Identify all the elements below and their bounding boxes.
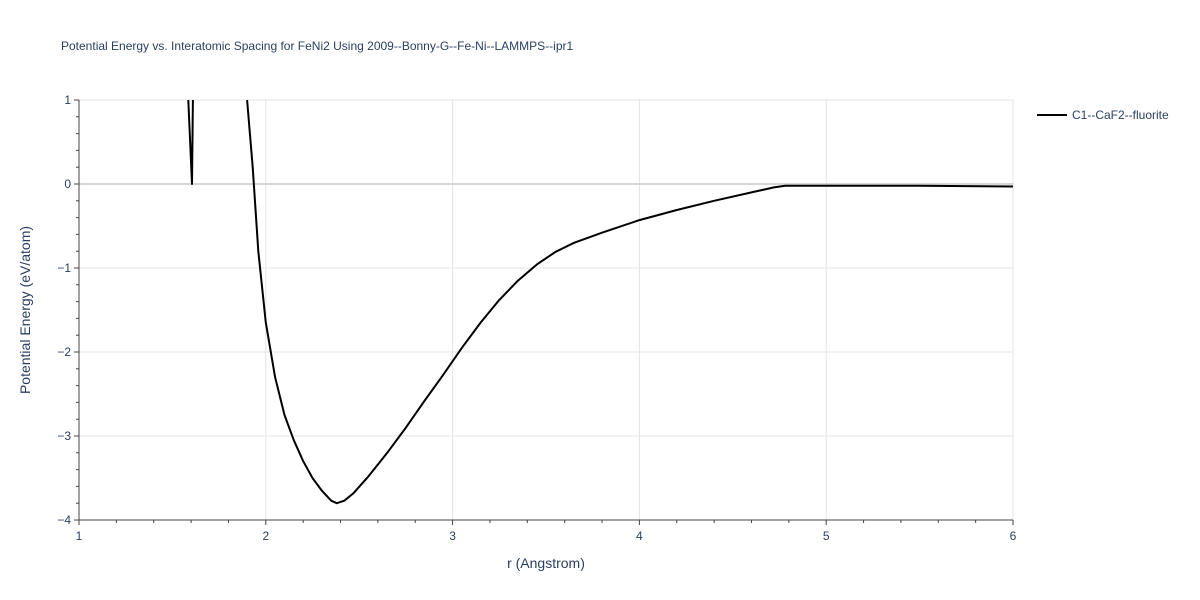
- chart-title: Potential Energy vs. Interatomic Spacing…: [61, 39, 574, 53]
- x-tick-label-4: 5: [823, 529, 830, 543]
- axes: [78, 100, 1013, 521]
- gridlines: [79, 99, 1014, 520]
- y-axis-title: Potential Energy (eV/atom): [17, 226, 33, 394]
- x-axis-ticks: 1 2 3 4 5 6: [76, 520, 1017, 543]
- y-tick-label-5: −4: [57, 513, 71, 527]
- y-tick-label-0: 1: [64, 93, 71, 107]
- y-tick-label-3: −2: [57, 345, 71, 359]
- x-axis-title: r (Angstrom): [507, 555, 585, 571]
- x-tick-label-0: 1: [76, 529, 83, 543]
- x-tick-label-2: 3: [449, 529, 456, 543]
- x-tick-label-3: 4: [636, 529, 643, 543]
- y-axis-ticks: 1 0 −1 −2 −3 −4: [57, 93, 79, 527]
- series-line-0-segment-1: [246, 100, 1013, 505]
- legend-label-0: C1--CaF2--fluorite: [1072, 108, 1169, 122]
- x-tick-label-1: 2: [262, 529, 269, 543]
- series-lines: [187, 100, 1013, 505]
- y-tick-label-4: −3: [57, 429, 71, 443]
- y-tick-label-2: −1: [57, 261, 71, 275]
- x-tick-label-5: 6: [1010, 529, 1017, 543]
- legend[interactable]: C1--CaF2--fluorite: [1037, 108, 1169, 122]
- series-line-0-segment-0: [187, 100, 194, 185]
- y-tick-label-1: 0: [64, 177, 71, 191]
